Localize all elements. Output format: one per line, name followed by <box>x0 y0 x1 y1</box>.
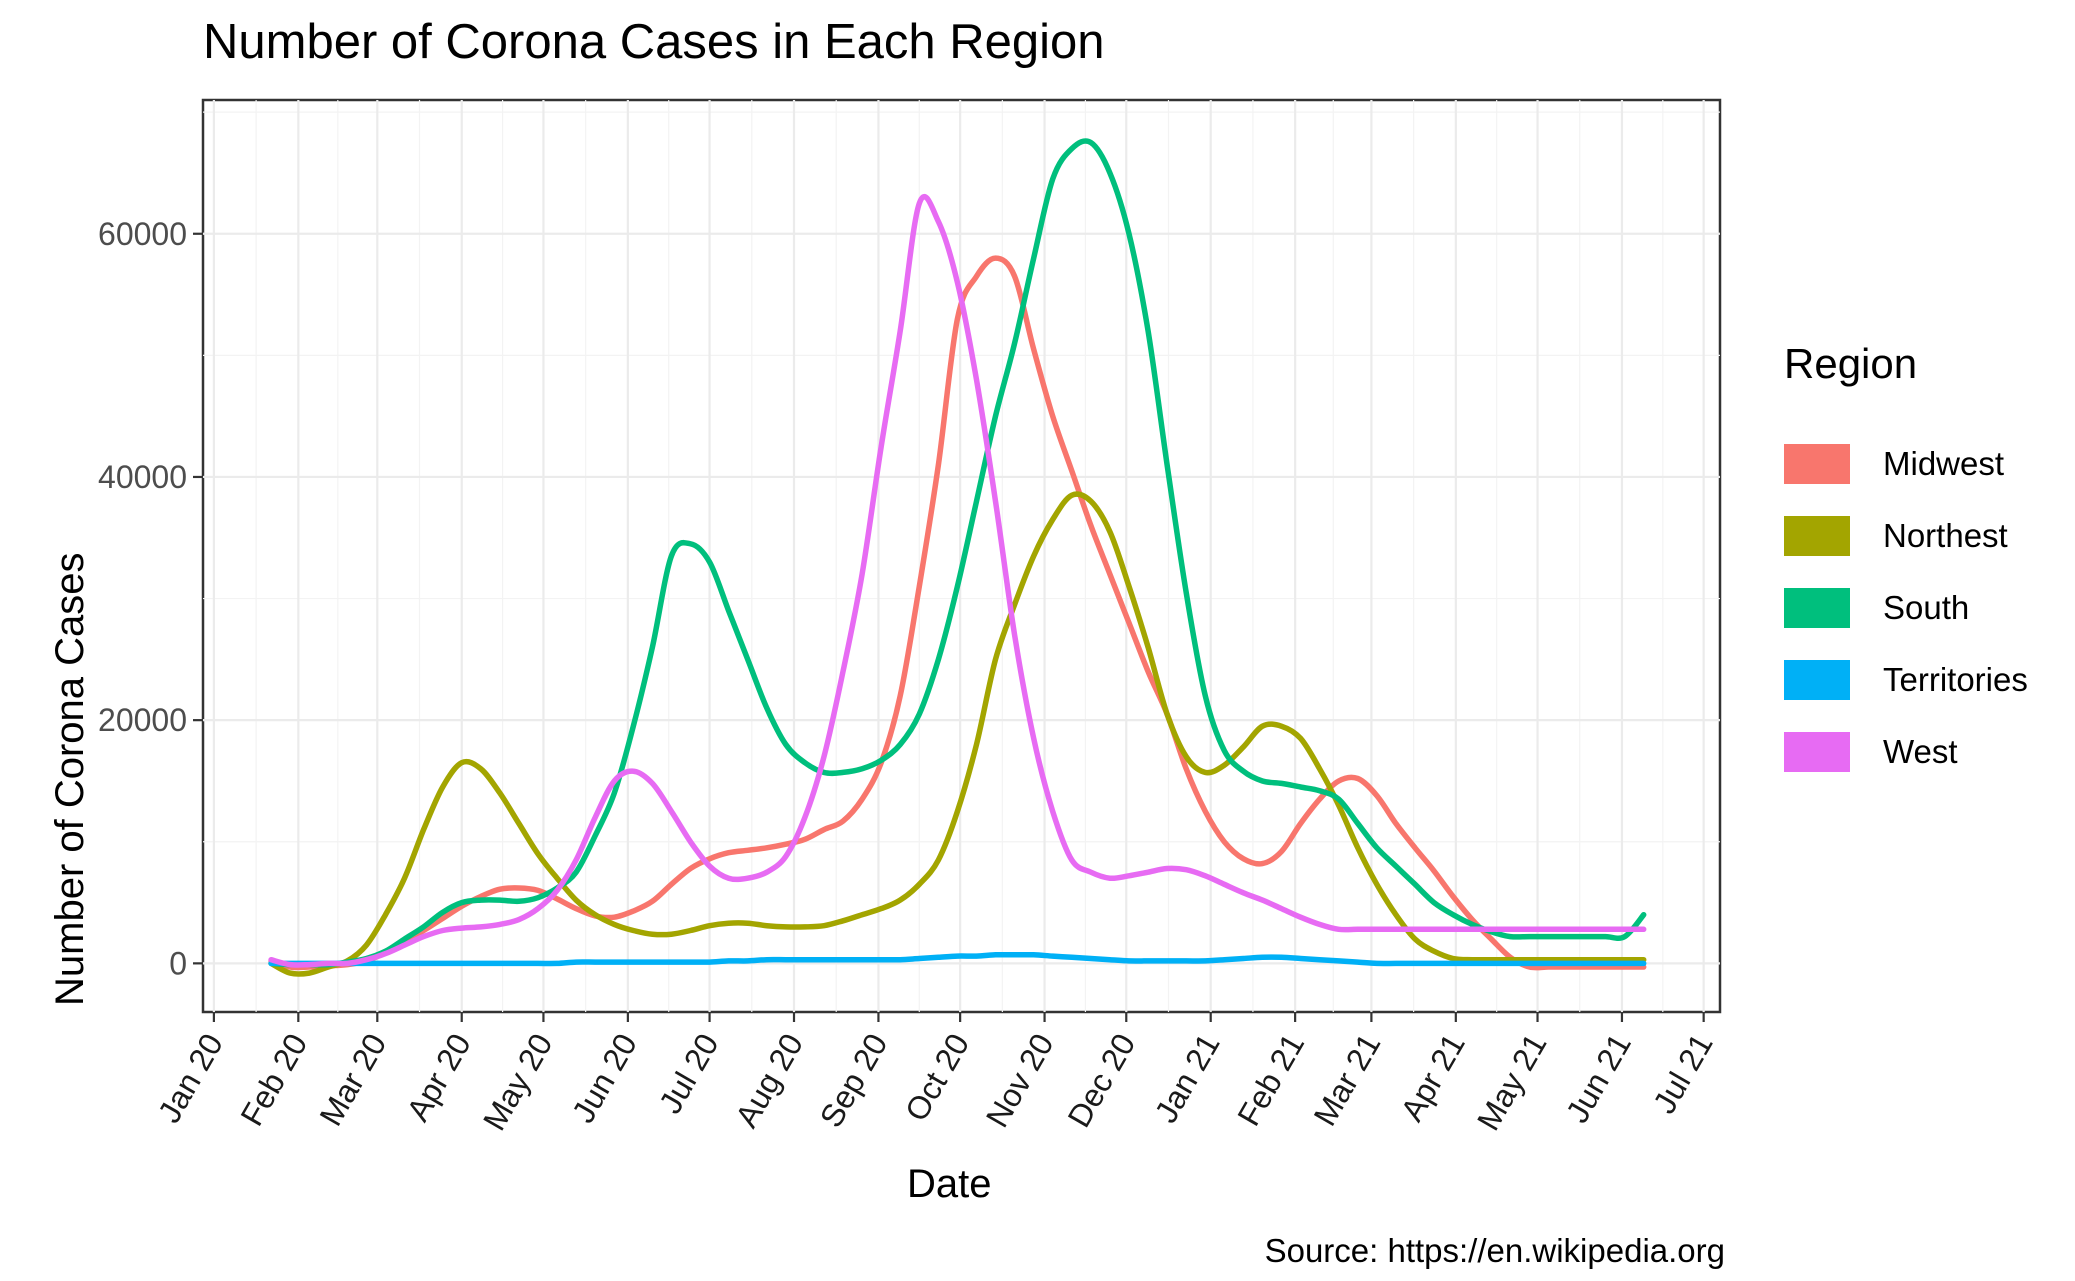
x-tick-label: Oct 20 <box>898 1028 976 1128</box>
y-tick-label: 0 <box>169 945 187 981</box>
plot-panel <box>201 98 1722 1014</box>
legend-item-midwest: Midwest <box>1784 428 2028 500</box>
legend-label: South <box>1883 589 1970 626</box>
legend-item-south: South <box>1784 572 2028 644</box>
y-tick-label: 40000 <box>98 459 187 495</box>
series-lines <box>268 138 1647 977</box>
x-tick-label: May 20 <box>476 1028 560 1137</box>
legend: Region Midwest Northest South Territorie… <box>1784 340 2028 788</box>
source-caption: Source: https://en.wikipedia.org <box>1264 1232 1725 1269</box>
series-line-south <box>268 138 1647 968</box>
x-tick-label: Jun 21 <box>1559 1028 1638 1129</box>
y-tick-label: 60000 <box>98 216 187 252</box>
chart-title: Number of Corona Cases in Each Region <box>203 15 1105 69</box>
legend-item-territories: Territories <box>1784 644 2028 716</box>
x-tick-label: May 21 <box>1470 1028 1554 1137</box>
legend-label: Territories <box>1883 661 2028 698</box>
x-axis-title: Date <box>907 1162 992 1206</box>
series-line-territories <box>268 951 1647 967</box>
legend-title: Region <box>1784 340 1918 387</box>
legend-item-northest: Northest <box>1784 500 2028 572</box>
legend-label: West <box>1883 733 1958 770</box>
legend-key-northest <box>1784 516 1850 556</box>
y-tick-label: 20000 <box>98 702 187 738</box>
y-axis-title: Number of Corona Cases <box>48 552 92 1006</box>
legend-label: Midwest <box>1883 445 2005 482</box>
x-tick-label: Jun 20 <box>565 1028 644 1129</box>
legend-key-midwest <box>1784 444 1850 484</box>
x-tick-label: Mar 20 <box>312 1028 393 1132</box>
x-tick-label: Jul 21 <box>1646 1028 1720 1120</box>
x-tick-label: Sep 20 <box>813 1028 895 1134</box>
x-tick-label: Apr 20 <box>399 1028 477 1128</box>
x-tick-label: Jan 20 <box>151 1028 230 1129</box>
x-tick-label: Dec 20 <box>1060 1028 1142 1134</box>
x-tick-label: Jan 21 <box>1148 1028 1227 1129</box>
series-line-west <box>268 193 1647 968</box>
x-tick-label: Aug 20 <box>728 1028 810 1134</box>
x-tick-label: Apr 21 <box>1394 1028 1472 1128</box>
x-tick-label: Feb 20 <box>233 1028 314 1132</box>
legend-item-west: West <box>1784 716 2028 788</box>
legend-key-territories <box>1784 660 1850 700</box>
x-tick-label: Nov 20 <box>979 1028 1061 1134</box>
series-line-northest <box>268 491 1647 977</box>
legend-key-west <box>1784 732 1850 772</box>
series-line-midwest <box>268 255 1647 971</box>
x-tick-label: Feb 21 <box>1230 1028 1311 1132</box>
legend-key-south <box>1784 588 1850 628</box>
legend-label: Northest <box>1883 517 2008 554</box>
x-tick-label: Mar 21 <box>1306 1028 1387 1132</box>
x-tick-label: Jul 20 <box>652 1028 726 1120</box>
